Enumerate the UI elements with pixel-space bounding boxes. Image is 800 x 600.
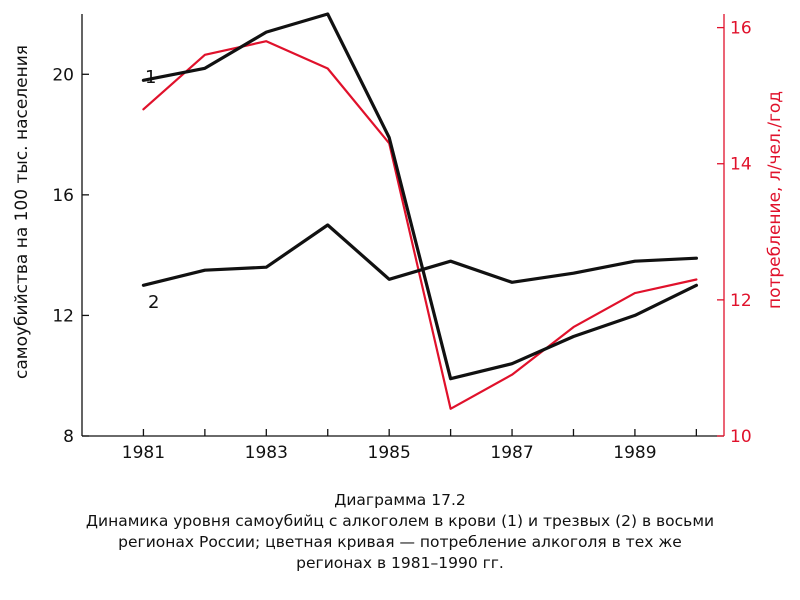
y-right-tick-label: 14	[730, 155, 752, 175]
figure-caption: Диаграмма 17.2 Динамика уровня самоубийц…	[0, 490, 800, 574]
y-right-tick-label: 10	[730, 427, 752, 447]
axes	[81, 14, 725, 437]
caption-line-3: регионах России; цветная кривая — потреб…	[118, 533, 682, 551]
y-left-tick-label: 16	[52, 186, 74, 206]
y-left-tick-label: 8	[63, 427, 74, 447]
x-tick-label: 1985	[368, 443, 411, 463]
caption-line-2: Динамика уровня самоубийц с алкоголем в …	[85, 512, 715, 530]
series-line-1	[141, 12, 699, 381]
y-left-tick-label: 12	[52, 306, 74, 326]
caption-title: Диаграмма 17.2	[334, 491, 466, 509]
series-2-label: 2	[148, 292, 159, 313]
series-1-label: 1	[145, 67, 156, 88]
y-axis-right-label: потребление, л/чел./год	[765, 91, 785, 309]
y-axis-left-label: самоубийства на 100 тыс. населения	[12, 45, 32, 379]
series-lines	[141, 12, 699, 410]
y-right-tick-label: 16	[730, 19, 752, 39]
x-tick-label: 1983	[245, 443, 288, 463]
x-tick-label: 1981	[122, 443, 165, 463]
caption-line-4: регионах в 1981–1990 гг.	[296, 554, 504, 572]
y-left-tick-label: 20	[52, 65, 74, 85]
x-tick-label: 1987	[490, 443, 533, 463]
series-line-consumption	[142, 40, 698, 410]
x-tick-label: 1989	[613, 443, 656, 463]
y-right-tick-label: 12	[730, 291, 752, 311]
series-line-2	[141, 223, 699, 287]
